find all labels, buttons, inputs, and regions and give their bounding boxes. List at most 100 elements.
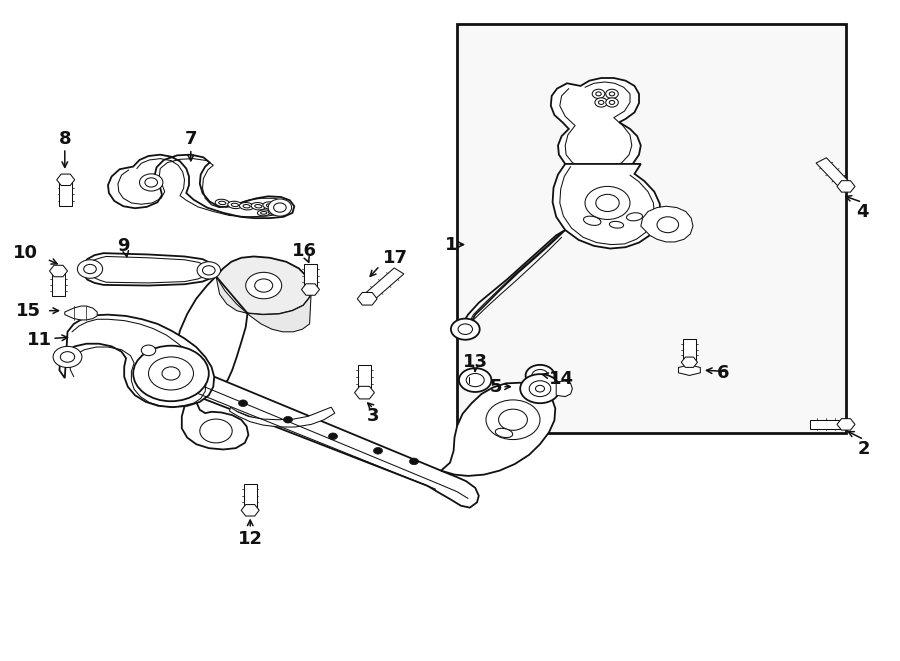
Polygon shape [176, 276, 248, 394]
Ellipse shape [268, 208, 281, 215]
Ellipse shape [583, 216, 601, 225]
Polygon shape [216, 276, 311, 332]
Circle shape [486, 400, 540, 440]
Circle shape [657, 217, 679, 233]
Ellipse shape [261, 212, 266, 214]
Polygon shape [83, 253, 216, 286]
Circle shape [609, 92, 615, 96]
Circle shape [466, 373, 484, 387]
Circle shape [606, 89, 618, 98]
Ellipse shape [255, 204, 262, 208]
Circle shape [526, 365, 554, 386]
Polygon shape [556, 381, 572, 397]
Circle shape [53, 346, 82, 368]
Polygon shape [551, 78, 641, 174]
Text: 12: 12 [238, 529, 263, 548]
Polygon shape [553, 164, 661, 249]
Circle shape [133, 346, 209, 401]
Polygon shape [641, 206, 693, 242]
Circle shape [529, 381, 551, 397]
Circle shape [145, 178, 158, 187]
Circle shape [520, 374, 560, 403]
Ellipse shape [228, 201, 242, 209]
Text: 16: 16 [292, 242, 317, 260]
Polygon shape [57, 174, 75, 186]
Polygon shape [837, 180, 855, 192]
Polygon shape [302, 284, 319, 295]
Circle shape [84, 264, 96, 274]
Text: 7: 7 [184, 130, 197, 148]
Circle shape [148, 357, 194, 390]
Polygon shape [189, 371, 479, 508]
Text: 4: 4 [856, 202, 868, 221]
Circle shape [451, 319, 480, 340]
Ellipse shape [231, 203, 239, 207]
Ellipse shape [263, 202, 277, 210]
Circle shape [141, 345, 156, 356]
Text: 5: 5 [490, 377, 502, 396]
Circle shape [596, 194, 619, 212]
Ellipse shape [257, 210, 270, 216]
Circle shape [246, 272, 282, 299]
Polygon shape [52, 271, 65, 296]
Ellipse shape [239, 202, 254, 210]
Ellipse shape [495, 428, 513, 438]
Circle shape [374, 447, 382, 454]
Circle shape [499, 409, 527, 430]
Polygon shape [681, 357, 698, 368]
Circle shape [238, 400, 248, 407]
Polygon shape [683, 339, 696, 362]
Polygon shape [816, 158, 851, 189]
Polygon shape [215, 256, 311, 315]
Text: 3: 3 [367, 407, 380, 426]
Text: 14: 14 [549, 369, 574, 388]
Polygon shape [679, 365, 700, 375]
Text: 9: 9 [117, 237, 130, 255]
Circle shape [410, 458, 418, 465]
Polygon shape [244, 484, 256, 510]
Circle shape [458, 324, 473, 334]
Ellipse shape [609, 221, 624, 228]
Polygon shape [50, 265, 68, 277]
Text: 10: 10 [13, 243, 38, 262]
Polygon shape [837, 418, 855, 430]
Polygon shape [459, 230, 565, 332]
Circle shape [596, 92, 601, 96]
Polygon shape [59, 315, 214, 407]
Text: 1: 1 [445, 235, 457, 254]
Circle shape [274, 203, 286, 212]
Circle shape [284, 416, 292, 423]
Polygon shape [304, 264, 317, 290]
Ellipse shape [281, 209, 286, 212]
Ellipse shape [277, 207, 290, 214]
Polygon shape [108, 155, 294, 218]
Circle shape [598, 100, 604, 104]
Text: 2: 2 [858, 440, 870, 459]
Text: 6: 6 [716, 364, 729, 383]
Ellipse shape [243, 204, 250, 208]
Circle shape [536, 385, 544, 392]
Polygon shape [59, 180, 72, 206]
Circle shape [606, 98, 618, 107]
Ellipse shape [626, 213, 643, 221]
Polygon shape [182, 391, 248, 449]
Circle shape [255, 279, 273, 292]
Polygon shape [441, 383, 555, 476]
Text: 11: 11 [27, 331, 52, 350]
Circle shape [60, 352, 75, 362]
Circle shape [609, 100, 615, 104]
Circle shape [532, 369, 548, 381]
Circle shape [197, 262, 220, 279]
Circle shape [268, 199, 292, 216]
Ellipse shape [272, 210, 277, 213]
Polygon shape [65, 306, 97, 320]
Circle shape [202, 266, 215, 275]
Circle shape [595, 98, 608, 107]
Bar [457, 24, 846, 433]
Text: 8: 8 [58, 130, 71, 148]
Polygon shape [358, 365, 371, 393]
Polygon shape [355, 386, 374, 399]
Text: 13: 13 [463, 353, 488, 371]
Ellipse shape [266, 204, 274, 208]
Polygon shape [230, 407, 335, 427]
